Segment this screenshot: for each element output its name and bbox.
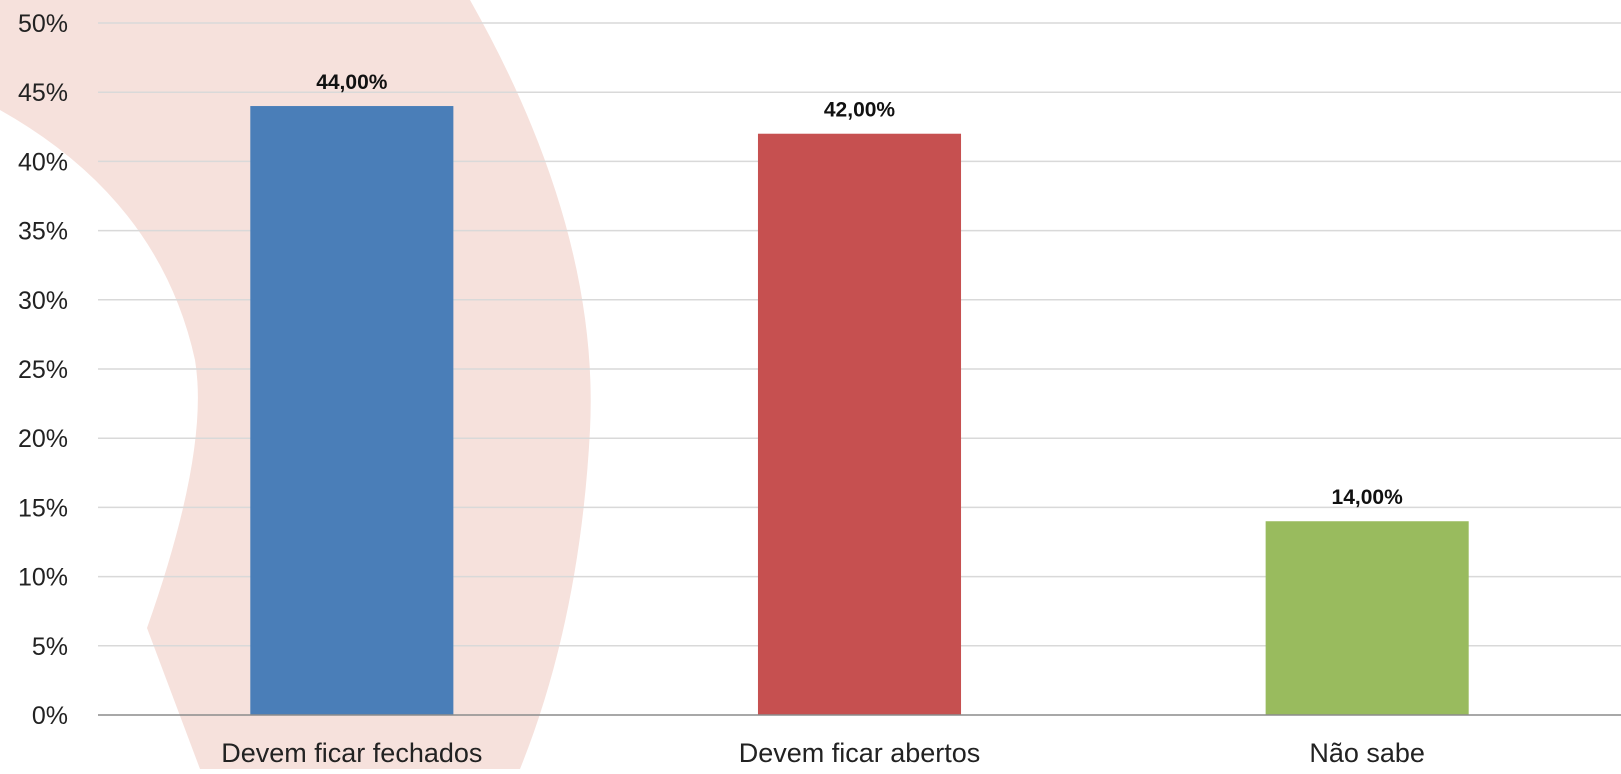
y-tick-label: 0% — [32, 702, 68, 730]
y-tick-label: 30% — [18, 287, 68, 315]
x-tick-label: Devem ficar fechados — [221, 738, 482, 768]
y-tick-label: 45% — [18, 79, 68, 107]
y-tick-label: 35% — [18, 218, 68, 246]
bar — [250, 106, 454, 716]
x-axis-tick-labels: Devem ficar fechados Devem ficar abertos N… — [221, 738, 1425, 768]
y-axis-tick-labels: 0% 5% 10% 15% 20% 25% 30% 35% 40% 45% 50% — [18, 10, 68, 730]
y-tick-label: 40% — [18, 148, 68, 176]
bars — [250, 106, 1469, 716]
y-tick-label: 20% — [18, 425, 68, 453]
x-tick-label: Não sabe — [1309, 738, 1425, 768]
bar — [757, 133, 962, 716]
y-tick-label: 50% — [18, 10, 68, 38]
y-tick-label: 15% — [18, 494, 68, 522]
data-label: 42,00% — [824, 99, 896, 122]
y-tick-label: 5% — [32, 633, 68, 661]
y-tick-label: 25% — [18, 356, 68, 384]
data-label: 44,00% — [316, 71, 388, 94]
y-tick-label: 10% — [18, 564, 68, 592]
data-labels: 44,00% 42,00% 14,00% — [316, 71, 1403, 509]
data-label: 14,00% — [1332, 486, 1404, 509]
bar — [1265, 521, 1469, 715]
x-tick-label: Devem ficar abertos — [739, 738, 981, 768]
